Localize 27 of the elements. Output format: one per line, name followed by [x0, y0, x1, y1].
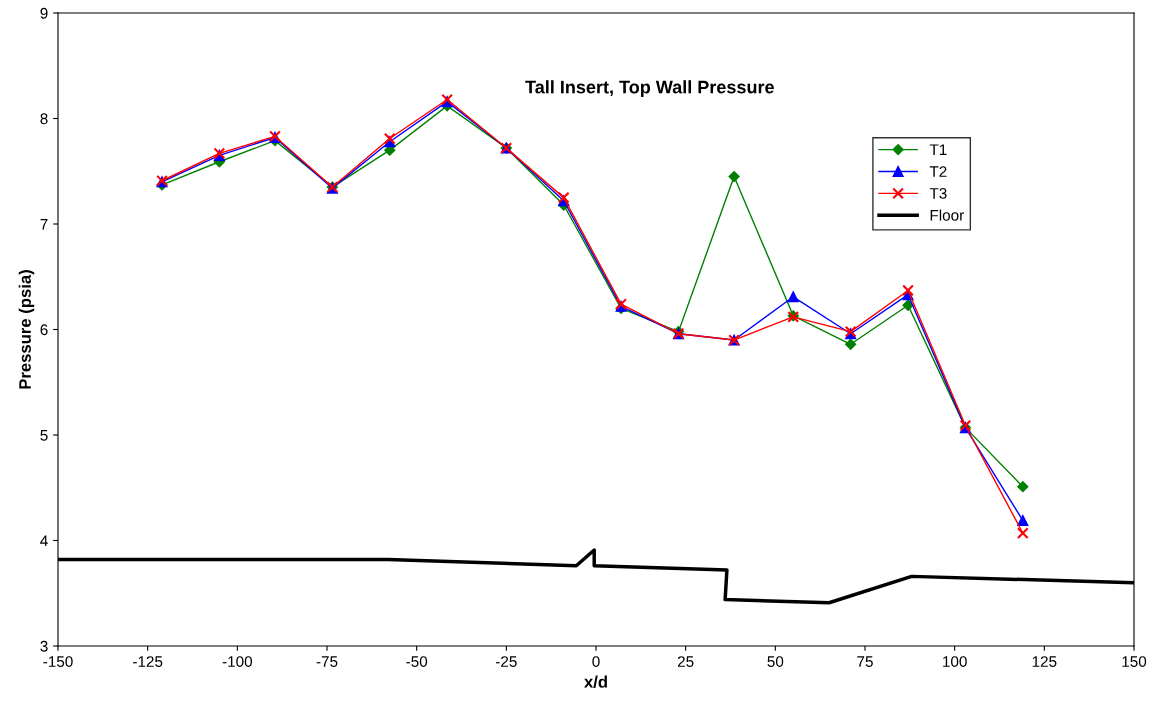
x-tick-label: 50: [767, 656, 784, 667]
y-tick-label: 6: [40, 324, 48, 336]
x-tick-label: -100: [222, 656, 253, 667]
x-tick-label: 100: [943, 656, 967, 667]
x-tick-label: 150: [1122, 656, 1147, 667]
y-axis-title: Pressure (psia): [18, 270, 35, 389]
x-tick-label: 25: [677, 656, 694, 667]
y-tick-label: 7: [40, 219, 48, 230]
legend-label: Floor: [930, 209, 964, 221]
x-tick-label: 75: [857, 656, 873, 667]
y-tick-label: 9: [40, 7, 48, 19]
legend-label: T1: [929, 144, 947, 155]
x-tick-label: -75: [316, 656, 338, 667]
x-tick-label: -50: [406, 656, 428, 667]
legend-label: T3: [929, 188, 947, 199]
x-tick-label: -125: [133, 656, 163, 667]
x-tick-label: 125: [1032, 656, 1057, 667]
x-tick-label: -25: [495, 656, 517, 667]
legend-label: T2: [929, 166, 947, 177]
x-tick-label: 0: [592, 656, 600, 667]
text: Tall Insert, Top Wall Pressure: [525, 80, 774, 98]
y-tick-label: 8: [40, 113, 48, 125]
y-tick-label: 3: [40, 640, 48, 652]
x-tick-label: -150: [43, 656, 73, 667]
x-axis-title: x/d: [584, 675, 607, 688]
y-tick-label: 4: [40, 535, 48, 547]
y-tick-label: 5: [40, 430, 48, 441]
